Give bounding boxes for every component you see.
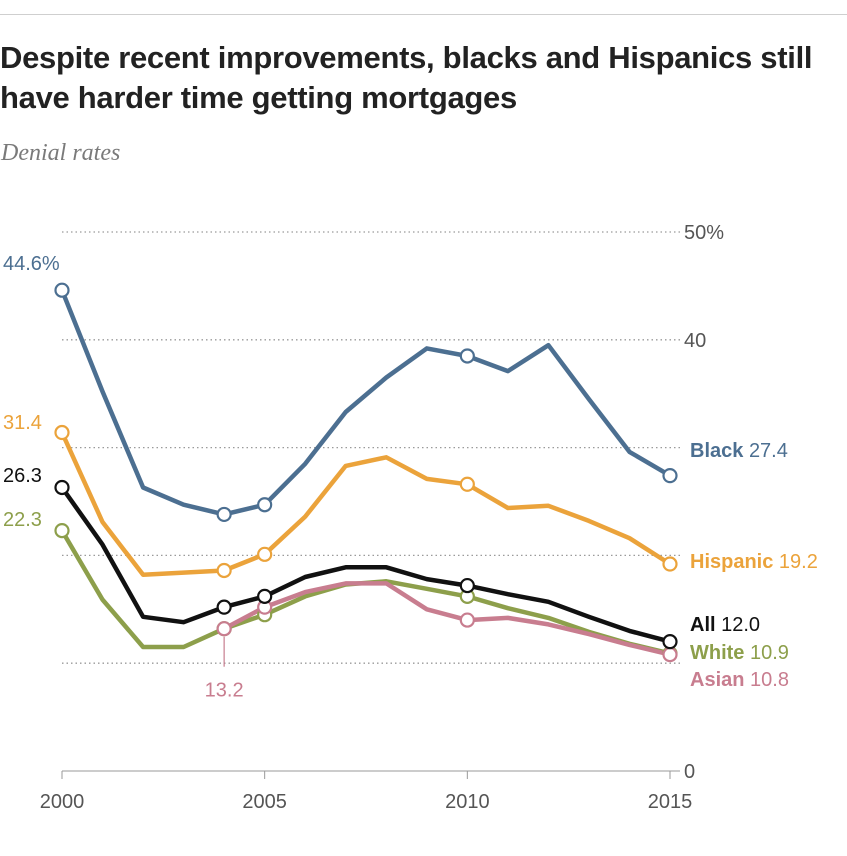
- series-line-all: [59, 485, 673, 644]
- x-tick-label: 2015: [648, 791, 693, 813]
- y-tick-label: 50%: [684, 222, 724, 244]
- data-point-hispanic-2005: [257, 546, 273, 562]
- start-label-hispanic: 31.4: [3, 412, 42, 434]
- end-label-asian: Asian 10.8: [690, 669, 789, 691]
- data-point-asian-2010: [459, 612, 475, 628]
- series-name-white: White: [690, 642, 744, 664]
- data-point-asian-2015: [662, 646, 678, 663]
- end-label-white: White 10.9: [690, 642, 789, 664]
- data-point-hispanic-2004: [216, 562, 232, 579]
- data-point-all-2010: [459, 577, 475, 594]
- data-point-all-2000: [54, 479, 70, 496]
- data-point-hispanic-2000: [54, 424, 70, 441]
- start-label-white: 22.3: [3, 509, 42, 531]
- y-tick-label: 40: [684, 330, 706, 352]
- data-point-hispanic-2010: [459, 476, 475, 492]
- x-tick-label: 2010: [445, 791, 490, 813]
- series-name-hispanic: Hispanic: [690, 551, 773, 573]
- data-point-hispanic-2015: [662, 556, 678, 572]
- x-tick-label: 2005: [242, 791, 287, 813]
- data-point-black-2004: [216, 506, 232, 523]
- chart-subtitle: Denial rates: [1, 140, 121, 166]
- series-line-black: [59, 287, 673, 517]
- start-label-black: 44.6%: [3, 253, 60, 275]
- data-point-asian-2004: [216, 621, 232, 637]
- series-end-value-white: 10.9: [750, 642, 789, 664]
- series-name-all: All: [690, 614, 716, 636]
- x-tick-label: 2000: [40, 791, 85, 813]
- data-point-black-2015: [662, 468, 678, 484]
- series-end-value-asian: 10.8: [750, 669, 789, 691]
- chart-title: Despite recent improvements, blacks and …: [0, 40, 813, 115]
- series-name-black: Black: [690, 440, 744, 462]
- data-point-black-2010: [459, 348, 475, 364]
- end-label-black: Black 27.4: [690, 440, 788, 462]
- series-end-value-all: 12.0: [721, 614, 760, 636]
- series-end-value-hispanic: 19.2: [779, 551, 818, 573]
- asian-callout-label: 13.2: [205, 680, 244, 702]
- data-point-black-2005: [257, 497, 273, 513]
- top-rule: [0, 14, 847, 15]
- data-point-black-2000: [54, 282, 70, 298]
- series-line-hispanic: [59, 430, 673, 578]
- series-name-asian: Asian: [690, 669, 744, 691]
- series-line-asian: [221, 581, 673, 657]
- data-point-white-2000: [54, 523, 70, 539]
- end-label-all: All 12.0: [690, 614, 760, 636]
- series-end-value-black: 27.4: [749, 440, 788, 462]
- data-point-all-2015: [662, 634, 678, 650]
- y-tick-label: 0: [684, 761, 695, 783]
- series-line-white: [59, 528, 673, 656]
- data-point-all-2005: [257, 588, 273, 604]
- end-label-hispanic: Hispanic 19.2: [690, 551, 818, 573]
- start-label-all: 26.3: [3, 465, 42, 487]
- data-point-all-2004: [216, 599, 232, 615]
